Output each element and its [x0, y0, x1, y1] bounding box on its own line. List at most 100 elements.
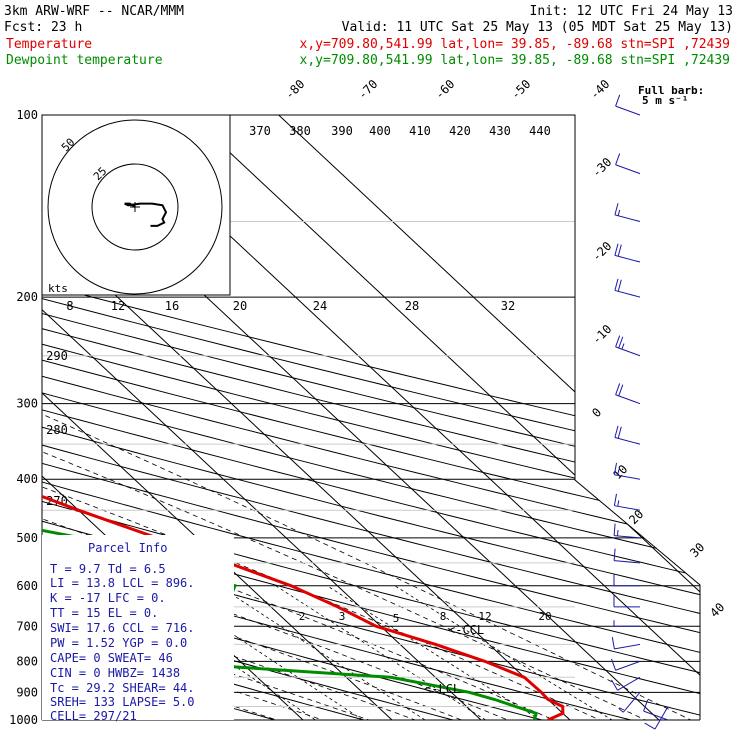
wind-barb-flag: [615, 153, 621, 165]
wind-barb-flag: [611, 679, 618, 691]
pressure-label: 300: [16, 397, 38, 411]
parcel-row-t: T = 9.7 Td = 6.5: [50, 562, 166, 576]
isotherm-line: [42, 115, 482, 720]
wind-barbs: [611, 94, 669, 730]
wind-barb: [644, 706, 669, 730]
mixing-ratio-line: [218, 585, 446, 720]
moist-adiabat-line: [42, 296, 362, 720]
wind-barb-staff: [614, 214, 641, 223]
isotherm-label: -10: [589, 322, 614, 347]
wind-barb-flag: [618, 384, 624, 397]
theta-label: 400: [369, 124, 391, 138]
isotherm-label: -40: [587, 77, 612, 102]
parcel-row-tt: TT = 15 EL = 0.: [50, 606, 158, 620]
wind-barb-flag: [614, 243, 619, 256]
wind-barb-flag: [617, 469, 620, 476]
wind-barb: [613, 462, 641, 480]
hodograph-ring-25: [91, 163, 179, 251]
dry-adiabat-line: [42, 115, 700, 720]
wind-barb: [611, 637, 641, 650]
wind-barb-flag: [644, 722, 656, 730]
wind-barb-staff: [622, 691, 641, 713]
init-time: Init: 12 UTC Fri 24 May 13: [530, 4, 734, 19]
dry-adiabat-line: [42, 115, 700, 720]
dry-adiabat-line: [42, 115, 700, 720]
wind-barb: [613, 594, 640, 608]
mixing-ratio-line: [394, 585, 634, 720]
isotherm-label: 0: [589, 405, 604, 420]
wind-barb-flag: [617, 426, 622, 439]
theta-label: 440: [529, 124, 551, 138]
wind-barb-staff: [615, 105, 641, 116]
theta-side-label: 290: [46, 349, 68, 363]
dry-adiabat-line: [42, 115, 700, 720]
hodograph-trace: [124, 202, 168, 227]
isotherm-line: [42, 115, 393, 720]
wind-barb-staff: [614, 643, 641, 650]
legend-dewpoint-location: x,y=709.80,541.99 lat,lon= 39.85, -89.68…: [300, 53, 730, 68]
wind-barb: [615, 335, 641, 357]
wind-barb: [613, 523, 641, 539]
mixing-ratio-label: 3: [339, 610, 346, 623]
wind-barb-staff: [617, 676, 641, 691]
dry-adiabat-line: [42, 115, 700, 720]
wind-barb: [614, 243, 641, 263]
wind-barb-flag: [614, 278, 619, 291]
wind-barb: [613, 493, 641, 511]
moist-adiabat-line: [42, 296, 673, 720]
wind-barb-flag: [617, 529, 619, 536]
wind-barb-flag: [613, 493, 617, 506]
theta-label: 380: [289, 124, 311, 138]
wind-barb-flag: [611, 637, 615, 649]
isotherm-label: -50: [508, 77, 533, 102]
theta-label: 420: [449, 124, 471, 138]
wind-barb: [643, 699, 669, 721]
hodo-speed-label: 20: [233, 299, 247, 313]
wind-barb-flag: [615, 94, 621, 107]
wind-barb-staff: [614, 474, 641, 480]
wind-barb-flag: [618, 708, 624, 713]
mixing-ratio-label: 20: [538, 610, 551, 623]
pressure-label: 400: [16, 472, 38, 486]
legend-temperature: Temperature: [6, 37, 92, 52]
pressure-label: 700: [16, 619, 38, 633]
wind-barb-staff: [614, 289, 641, 298]
hodo-speed-label: 16: [165, 299, 179, 313]
isotherm-label: -20: [589, 239, 614, 264]
parcel-row-cape: CAPE= 0 SWEAT= 46: [50, 651, 173, 665]
parcel-row-sreh: SREH= 133 LAPSE= 5.0: [50, 695, 195, 709]
ccl-marker: <-CCL: [448, 623, 484, 637]
mixing-ratio-label: 2: [299, 610, 306, 623]
forecast-hour: Fcst: 23 h: [4, 20, 82, 35]
wind-barb: [613, 620, 640, 627]
isotherm-label: 30: [687, 540, 707, 560]
wind-barb-staff: [614, 560, 641, 564]
hodograph-ring-50: [47, 119, 223, 295]
wind-barb: [614, 278, 641, 298]
wind-barb-staff: [615, 346, 641, 357]
isotherm-line: [278, 115, 700, 720]
wind-barb-staff: [614, 505, 641, 511]
pressure-label: 900: [16, 685, 38, 699]
wind-barb: [611, 658, 641, 671]
pressure-label: 200: [16, 290, 38, 304]
parcel-row-cell: CELL= 297/21: [50, 709, 137, 723]
isotherm-label: 40: [707, 600, 727, 620]
theta-label: 370: [249, 124, 271, 138]
parcel-info-title: Parcel Info: [88, 541, 167, 555]
pressure-label: 600: [16, 579, 38, 593]
wind-barb: [614, 425, 641, 445]
pressure-label: 500: [16, 531, 38, 545]
wind-barb-flag: [615, 335, 621, 348]
wind-barb-flag: [643, 699, 649, 712]
pressure-label: 800: [16, 654, 38, 668]
wind-barb-flag: [611, 658, 617, 671]
theta-side-label: 280: [46, 423, 68, 437]
parcel-info-panel: Parcel Info T = 9.7 Td = 6.5 LI = 13.8 L…: [42, 535, 234, 723]
valid-time: Valid: 11 UTC Sat 25 May 13 (05 MDT Sat …: [342, 20, 733, 35]
mixing-ratio-line: [275, 585, 507, 720]
parcel-row-tc: Tc = 29.2 SHEAR= 44.: [50, 681, 195, 695]
wind-barb-staff: [614, 436, 641, 445]
